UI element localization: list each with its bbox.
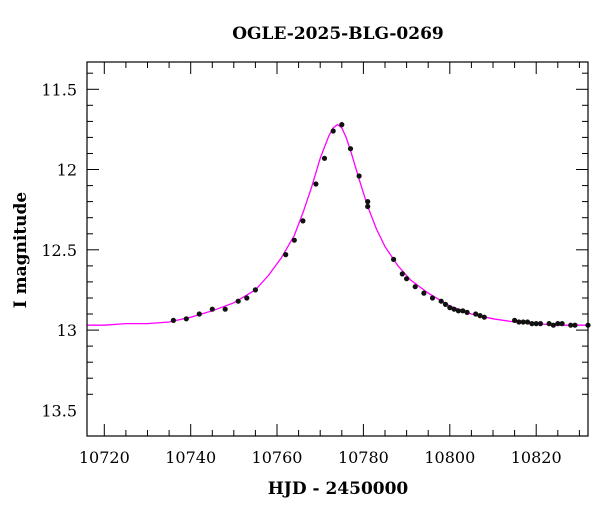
data-point bbox=[465, 310, 470, 315]
y-tick-label: 13 bbox=[57, 321, 77, 340]
data-point bbox=[365, 199, 370, 204]
data-point bbox=[400, 271, 405, 276]
data-point bbox=[357, 173, 362, 178]
y-axis-title: I magnitude bbox=[11, 192, 31, 309]
data-point bbox=[482, 315, 487, 320]
data-point bbox=[300, 218, 305, 223]
y-tick-label: 12 bbox=[57, 161, 77, 180]
data-point bbox=[236, 299, 241, 304]
chart-title: OGLE-2025-BLG-0269 bbox=[232, 24, 444, 44]
data-point bbox=[184, 316, 189, 321]
data-point bbox=[210, 307, 215, 312]
data-point bbox=[331, 128, 336, 133]
data-point bbox=[313, 181, 318, 186]
data-point bbox=[421, 291, 426, 296]
x-axis-title: HJD - 2450000 bbox=[268, 479, 409, 499]
x-tick-label: 10760 bbox=[252, 448, 303, 467]
x-tick-label: 10820 bbox=[511, 448, 562, 467]
data-point bbox=[283, 252, 288, 257]
data-point bbox=[430, 295, 435, 300]
data-point bbox=[439, 299, 444, 304]
plot-area: 10720 10740 10760 10780 10800 10820 11.5 12 12.5… bbox=[41, 62, 590, 467]
data-point bbox=[560, 321, 565, 326]
x-tick-label: 10740 bbox=[165, 448, 216, 467]
data-point bbox=[292, 238, 297, 243]
data-point bbox=[253, 287, 258, 292]
x-tick-label: 10720 bbox=[79, 448, 130, 467]
data-point bbox=[244, 295, 249, 300]
data-point bbox=[538, 321, 543, 326]
y-tick-label: 11.5 bbox=[41, 80, 77, 99]
data-point bbox=[572, 323, 577, 328]
y-tick-label: 12.5 bbox=[41, 241, 77, 260]
data-point bbox=[404, 276, 409, 281]
data-point bbox=[365, 204, 370, 209]
y-tick-label: 13.5 bbox=[41, 401, 77, 420]
data-point bbox=[348, 146, 353, 151]
data-point bbox=[197, 311, 202, 316]
x-tick-label: 10800 bbox=[424, 448, 475, 467]
data-point bbox=[443, 302, 448, 307]
data-point bbox=[223, 307, 228, 312]
data-point bbox=[391, 257, 396, 262]
model-curve bbox=[87, 125, 588, 326]
data-point bbox=[413, 284, 418, 289]
data-point bbox=[322, 156, 327, 161]
plot-frame bbox=[87, 62, 588, 436]
data-point bbox=[171, 318, 176, 323]
x-tick-label: 10780 bbox=[338, 448, 389, 467]
data-point bbox=[339, 122, 344, 127]
